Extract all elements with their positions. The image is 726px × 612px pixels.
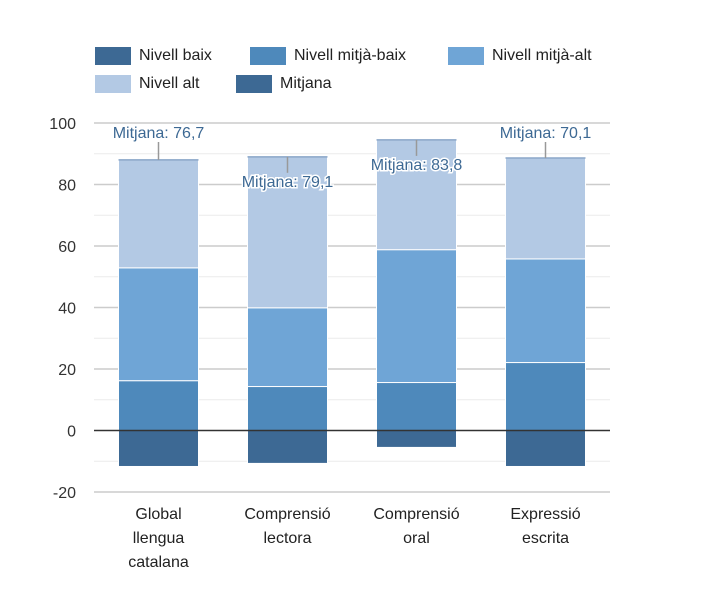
bar-segment-nivell-baix <box>505 430 586 467</box>
legend-label: Nivell mitjà-alt <box>492 47 592 64</box>
legend-item-nivell-mitja-baix[interactable]: Nivell mitjà-baix <box>250 46 406 66</box>
y-axis-ticks: -20 0 20 40 60 80 100 <box>49 116 76 502</box>
x-category-label: Comprensió <box>244 506 330 523</box>
legend-label: Nivell alt <box>139 75 200 92</box>
legend-swatch <box>95 75 131 93</box>
x-category-label: Global <box>135 506 181 523</box>
bar-segment-nivell-mitj-baix <box>118 380 199 431</box>
legend-item-nivell-baix[interactable]: Nivell baix <box>95 46 212 66</box>
x-category-label: oral <box>403 530 430 547</box>
legend-item-nivell-alt[interactable]: Nivell alt <box>95 74 199 94</box>
mitjana-annotations: Mitjana: 76,7 Mitjana: 79,1 Mitjana: 83,8 M… <box>111 124 593 193</box>
legend-label: Mitjana <box>280 75 332 92</box>
bar-segment-nivell-baix <box>118 430 199 467</box>
y-tick-label: 100 <box>49 116 76 133</box>
legend-swatch <box>95 47 131 65</box>
bar-segment-nivell-baix <box>247 430 328 464</box>
bars <box>118 139 586 467</box>
bar-segment-nivell-mitj-alt <box>376 249 457 384</box>
legend-swatch <box>448 47 484 65</box>
mitjana-label: Mitjana: 83,8 <box>371 157 463 174</box>
x-category-label: catalana <box>128 554 189 571</box>
y-tick-label: 0 <box>67 424 76 441</box>
bar-segment-nivell-mitj-baix <box>505 362 586 432</box>
x-category-label: escrita <box>522 530 569 547</box>
bar-segment-nivell-mitj-alt <box>247 307 328 388</box>
legend-item-mitjana[interactable]: Mitjana <box>236 74 332 94</box>
legend-item-nivell-mitja-alt[interactable]: Nivell mitjà-alt <box>448 46 592 66</box>
x-category-label: llengua <box>133 530 185 547</box>
bar-segment-nivell-mitj-alt <box>118 267 199 382</box>
bar-segment-nivell-mitj-baix <box>247 386 328 431</box>
y-tick-label: -20 <box>53 485 76 502</box>
legend-swatch <box>250 47 286 65</box>
y-tick-label: 60 <box>58 239 76 256</box>
x-category-label: Comprensió <box>373 506 459 523</box>
bar-segment-nivell-mitj-baix <box>376 382 457 431</box>
x-category-label: lectora <box>263 530 311 547</box>
y-tick-label: 20 <box>58 362 76 379</box>
bar-segment-nivell-alt <box>505 157 586 260</box>
mitjana-label: Mitjana: 76,7 <box>113 125 205 142</box>
legend-swatch <box>236 75 272 93</box>
mitjana-label: Mitjana: 70,1 <box>500 125 592 142</box>
legend-label: Nivell baix <box>139 47 212 64</box>
x-axis-labels: Global llengua catalana Comprensió lectora Co… <box>128 506 580 571</box>
bar-segment-nivell-mitj-alt <box>505 258 586 364</box>
bar-segment-nivell-alt <box>247 156 328 309</box>
mitjana-label: Mitjana: 79,1 <box>242 174 334 191</box>
bar-segment-nivell-baix <box>376 430 457 448</box>
y-tick-label: 80 <box>58 178 76 195</box>
y-tick-label: 40 <box>58 301 76 318</box>
bar-segment-nivell-alt <box>118 159 199 269</box>
legend-label: Nivell mitjà-baix <box>294 47 407 64</box>
x-category-label: Expressió <box>510 506 580 523</box>
